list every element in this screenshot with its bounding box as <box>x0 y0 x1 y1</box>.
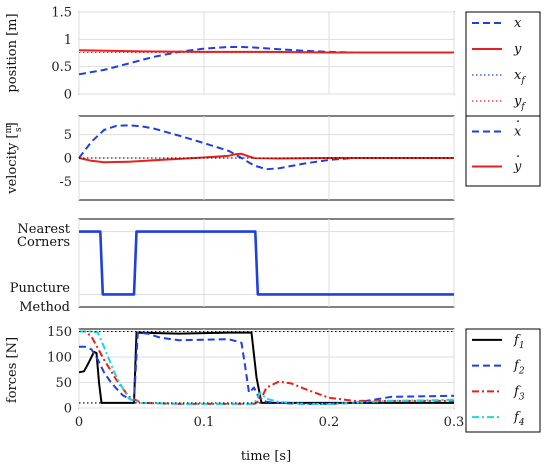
position-legend <box>465 11 541 117</box>
series-f-4 <box>79 330 455 405</box>
y-tick-label: 0 <box>64 402 72 417</box>
legend-dot: · <box>516 115 520 130</box>
series-f-3 <box>79 330 454 405</box>
y-tick-label: 150 <box>47 325 72 340</box>
puncture-label-2: Method <box>19 300 70 315</box>
nearest-label-1: Nearest <box>17 222 70 237</box>
velocity-ylabel: velocity [ms] <box>4 122 24 194</box>
y-tick-label: 0 <box>64 152 72 167</box>
time-xlabel: time [s] <box>241 449 291 464</box>
forces-legend <box>465 328 541 433</box>
y-tick-label: 1.5 <box>51 6 72 21</box>
x-tick-label: 0.1 <box>194 415 215 430</box>
position-ylabel: position [m] <box>5 13 20 92</box>
legend-label: y <box>513 160 522 175</box>
legend-label: x <box>514 16 522 31</box>
legend-label: f3 <box>513 384 525 402</box>
method-panel: Nearest Corners Puncture Method <box>10 218 455 315</box>
x-tick-label: 0.3 <box>444 415 465 430</box>
y-tick-label: 0.5 <box>51 60 72 75</box>
legend-label: x <box>514 125 522 140</box>
series-y-dot <box>78 152 454 164</box>
series-y <box>78 49 454 54</box>
velocity-legend <box>465 115 541 187</box>
y-tick-label: 0 <box>64 88 72 103</box>
legend-label: y <box>513 42 522 57</box>
nearest-label-2: Corners <box>17 235 70 250</box>
legend-label: f4 <box>513 410 525 428</box>
series-mode <box>79 230 454 296</box>
velocity-panel: -505 velocity [ms] x·y· <box>4 115 541 201</box>
legend-label: f1 <box>513 333 525 351</box>
x-tick-label: 0.2 <box>319 415 340 430</box>
y-tick-label: 1 <box>64 33 72 48</box>
forces-panel: 0 50 100 150 0 0.1 0.2 0.3 forces [N] time [s]… <box>5 325 541 464</box>
y-tick-label: 5 <box>64 128 72 143</box>
x-tick-label: 0 <box>75 415 83 430</box>
legend-dot: · <box>516 150 520 165</box>
puncture-label-1: Puncture <box>10 281 71 296</box>
y-tick-label: 100 <box>47 351 72 366</box>
y-tick-label: -5 <box>59 175 72 190</box>
y-tick-label: 50 <box>55 376 72 391</box>
series-f-1 <box>78 331 454 404</box>
forces-ylabel: forces [N] <box>5 337 20 403</box>
series-x-dot <box>78 124 454 171</box>
legend-label: f2 <box>513 359 525 377</box>
